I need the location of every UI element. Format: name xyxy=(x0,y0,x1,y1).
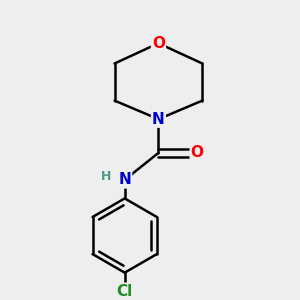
Text: H: H xyxy=(101,170,111,183)
Text: N: N xyxy=(152,112,165,127)
Text: O: O xyxy=(191,146,204,160)
Text: N: N xyxy=(118,172,131,188)
Text: Cl: Cl xyxy=(117,284,133,299)
Text: O: O xyxy=(152,36,165,51)
